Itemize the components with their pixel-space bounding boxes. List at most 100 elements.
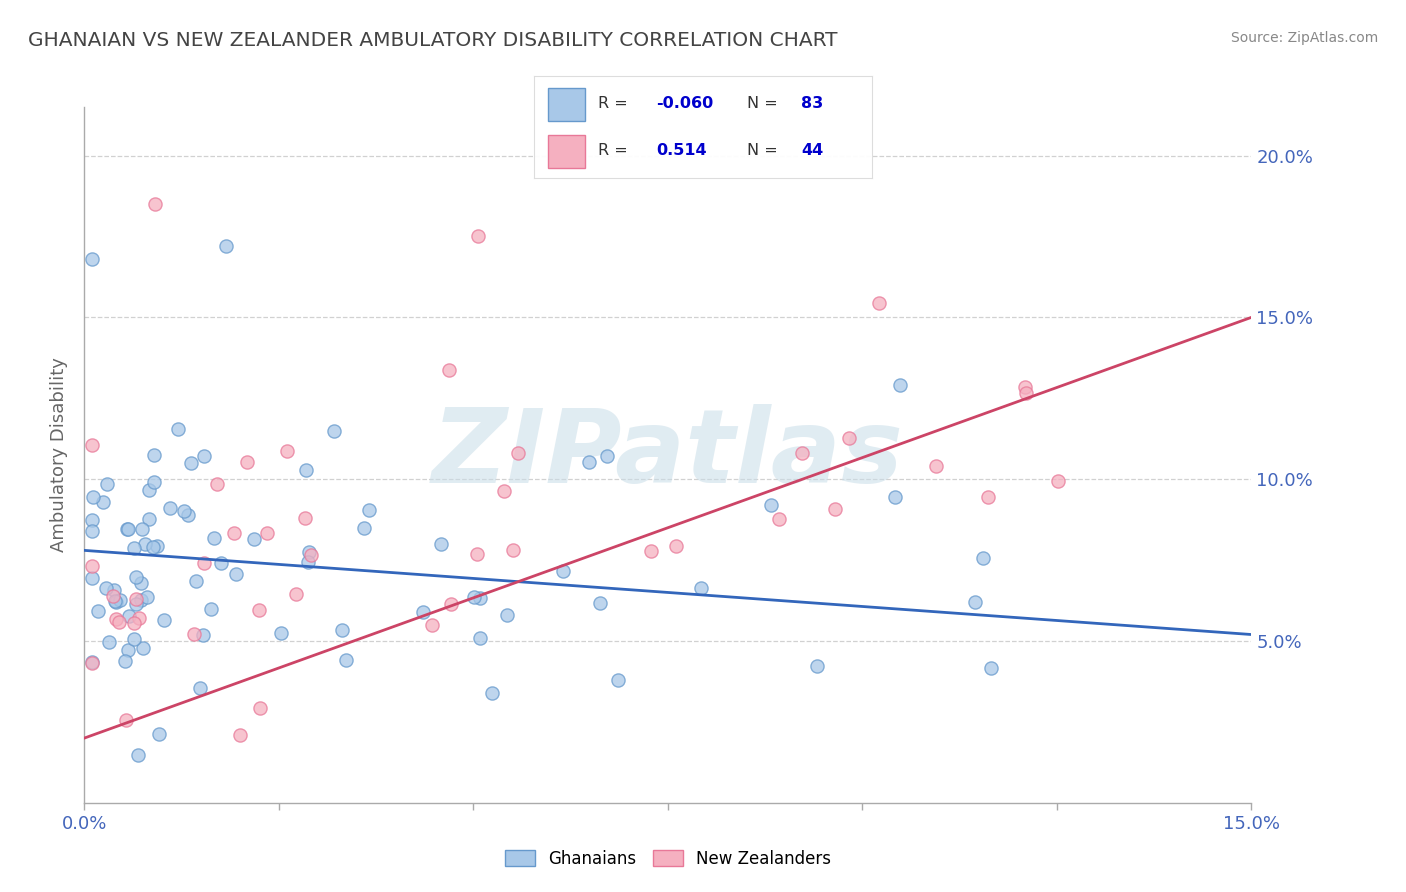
Point [284,587,307,601]
Point [323,424,346,438]
Point [179,456,201,470]
Point [183,627,205,641]
Point [412,606,434,620]
Point [468,591,491,605]
Point [481,686,503,700]
Point [236,454,259,468]
Point [294,463,316,477]
Point [465,547,488,561]
Point [82,656,104,670]
Point [420,618,443,632]
Point [167,422,190,436]
Point [82,571,104,585]
Point [124,632,146,647]
Point [82,513,104,527]
Point [502,542,524,557]
Text: 0.514: 0.514 [655,144,706,158]
Text: Source: ZipAtlas.com: Source: ZipAtlas.com [1230,31,1378,45]
Point [222,526,245,541]
Point [297,555,319,569]
Point [977,490,1000,504]
Point [437,363,460,377]
Point [294,510,316,524]
Point [91,494,114,508]
Point [103,594,125,608]
Point [980,661,1002,675]
Point [188,681,211,695]
Point [889,377,911,392]
Point [184,574,207,589]
Point [256,526,278,541]
Point [270,626,292,640]
Point [506,446,529,460]
Point [551,564,574,578]
Text: N =: N = [747,96,778,111]
Point [838,431,860,445]
Point [176,508,198,523]
Point [225,566,247,581]
Bar [548,88,585,121]
Point [298,545,321,559]
Point [330,623,353,637]
Point [353,521,375,535]
Point [463,590,485,604]
Point [114,654,136,668]
Point [124,597,146,611]
Point [115,522,138,536]
Point [690,581,713,595]
Point [129,593,152,607]
Point [1046,475,1069,489]
Point [440,597,463,611]
Point [470,631,492,645]
Point [117,643,139,657]
Point [114,713,136,727]
Point [136,590,159,604]
Point [193,556,215,570]
Point [82,438,104,452]
Text: 44: 44 [801,144,823,158]
Point [606,673,628,687]
Point [138,483,160,497]
Point [806,658,828,673]
Point [128,611,150,625]
Point [200,601,222,615]
Point [578,455,600,469]
Point [142,475,165,489]
Point [665,540,688,554]
Point [357,502,380,516]
Point [924,458,946,473]
Point [193,449,215,463]
Y-axis label: Ambulatory Disability: Ambulatory Disability [51,358,69,552]
Point [127,748,149,763]
Point [640,544,662,558]
Point [97,635,120,649]
Point [596,450,619,464]
Point [202,531,225,545]
Text: -0.060: -0.060 [655,96,713,111]
Point [86,604,108,618]
Point [215,239,238,253]
Point [108,593,131,607]
Point [82,490,104,504]
Point [125,569,148,583]
Point [118,609,141,624]
Point [152,613,174,627]
Point [173,504,195,518]
Point [1015,386,1038,401]
Text: R =: R = [599,144,628,158]
Point [883,490,905,504]
Point [761,498,783,512]
Point [145,539,167,553]
Point [134,537,156,551]
Text: GHANAIAN VS NEW ZEALANDER AMBULATORY DISABILITY CORRELATION CHART: GHANAIAN VS NEW ZEALANDER AMBULATORY DIS… [28,31,838,50]
Point [138,512,160,526]
Point [207,477,229,491]
Point [589,596,612,610]
Point [122,541,145,556]
Point [125,592,148,607]
Point [122,616,145,631]
Point [105,612,128,626]
Point [972,550,994,565]
Point [117,523,139,537]
Point [335,652,357,666]
